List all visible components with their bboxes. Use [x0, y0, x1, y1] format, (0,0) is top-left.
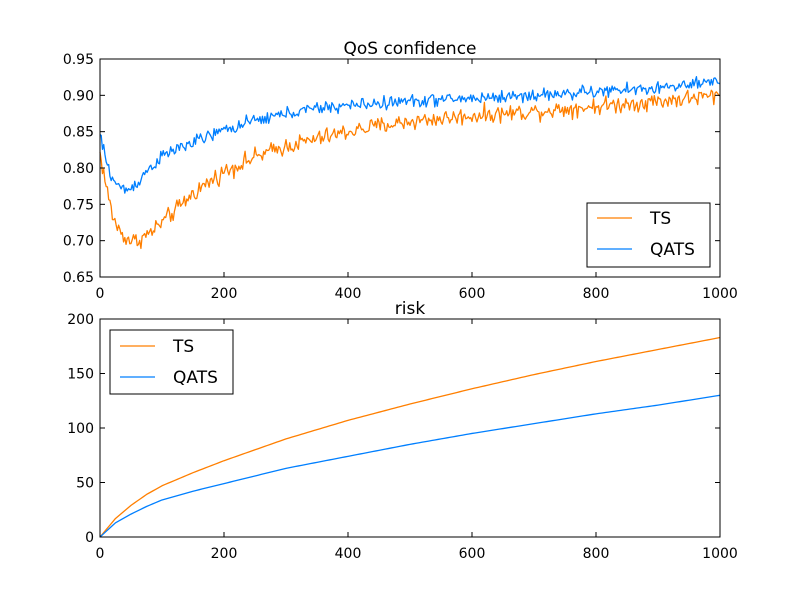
risk-plot: risk 0 200 400 600 800 1000 0 50 100 150 200 TS QA…: [67, 299, 738, 562]
qos-x-tick-label: 0: [96, 286, 105, 302]
qos-legend-label-qats: QATS: [650, 240, 695, 260]
risk-lines: [99, 336, 721, 538]
qos-x-tick-label: 600: [459, 286, 486, 302]
qos-legend: TS QATS: [586, 202, 711, 268]
risk-chart-title: risk: [395, 299, 426, 319]
qos-chart-title: QoS confidence: [343, 39, 476, 59]
risk-x-tick-label: 600: [459, 546, 486, 562]
risk-series-qats-line: [99, 394, 721, 538]
qos-x-tick-label: 200: [211, 286, 238, 302]
qos-legend-box: [586, 202, 711, 268]
risk-legend-label-ts: TS: [172, 337, 194, 357]
risk-legend-box: [109, 329, 234, 395]
qos-series-ts-line: [99, 89, 721, 250]
risk-y-tick-label: 200: [67, 312, 94, 328]
risk-y-tick-label: 0: [85, 530, 94, 546]
qos-x-tick-label: 800: [583, 286, 610, 302]
qos-lines: [99, 75, 721, 250]
risk-x-tick-label: 200: [211, 546, 238, 562]
risk-series-ts-line: [99, 336, 721, 538]
qos-y-tick-label: 0.95: [63, 52, 94, 68]
risk-y-tick-label: 150: [67, 367, 94, 383]
risk-legend: TS QATS: [109, 329, 234, 395]
risk-x-tick-label: 0: [96, 546, 105, 562]
qos-legend-label-ts: TS: [649, 209, 671, 229]
qos-confidence-plot: QoS confidence 0 200 400 600 800 1000 0.65 0.70…: [63, 39, 738, 302]
qos-y-tick-label: 0.90: [63, 88, 94, 104]
qos-x-tick-label: 400: [335, 286, 362, 302]
risk-legend-label-qats: QATS: [173, 368, 218, 388]
risk-x-tick-label: 400: [335, 546, 362, 562]
qos-y-tick-label: 0.65: [63, 270, 94, 286]
qos-ticks: 0 200 400 600 800 1000 0.65 0.70 0.75 0.80 0.85 0.9…: [63, 52, 738, 302]
risk-x-tick-label: 800: [583, 546, 610, 562]
qos-series-qats-line: [99, 75, 721, 194]
risk-y-tick-label: 50: [76, 476, 94, 492]
risk-y-tick-label: 100: [67, 421, 94, 437]
qos-x-tick-label: 1000: [702, 286, 738, 302]
risk-ticks: 0 200 400 600 800 1000 0 50 100 150 200: [67, 312, 738, 562]
qos-y-tick-label: 0.70: [63, 234, 94, 250]
qos-y-tick-label: 0.85: [63, 125, 94, 141]
qos-y-tick-label: 0.75: [63, 197, 94, 213]
risk-x-tick-label: 1000: [702, 546, 738, 562]
qos-y-tick-label: 0.80: [63, 161, 94, 177]
